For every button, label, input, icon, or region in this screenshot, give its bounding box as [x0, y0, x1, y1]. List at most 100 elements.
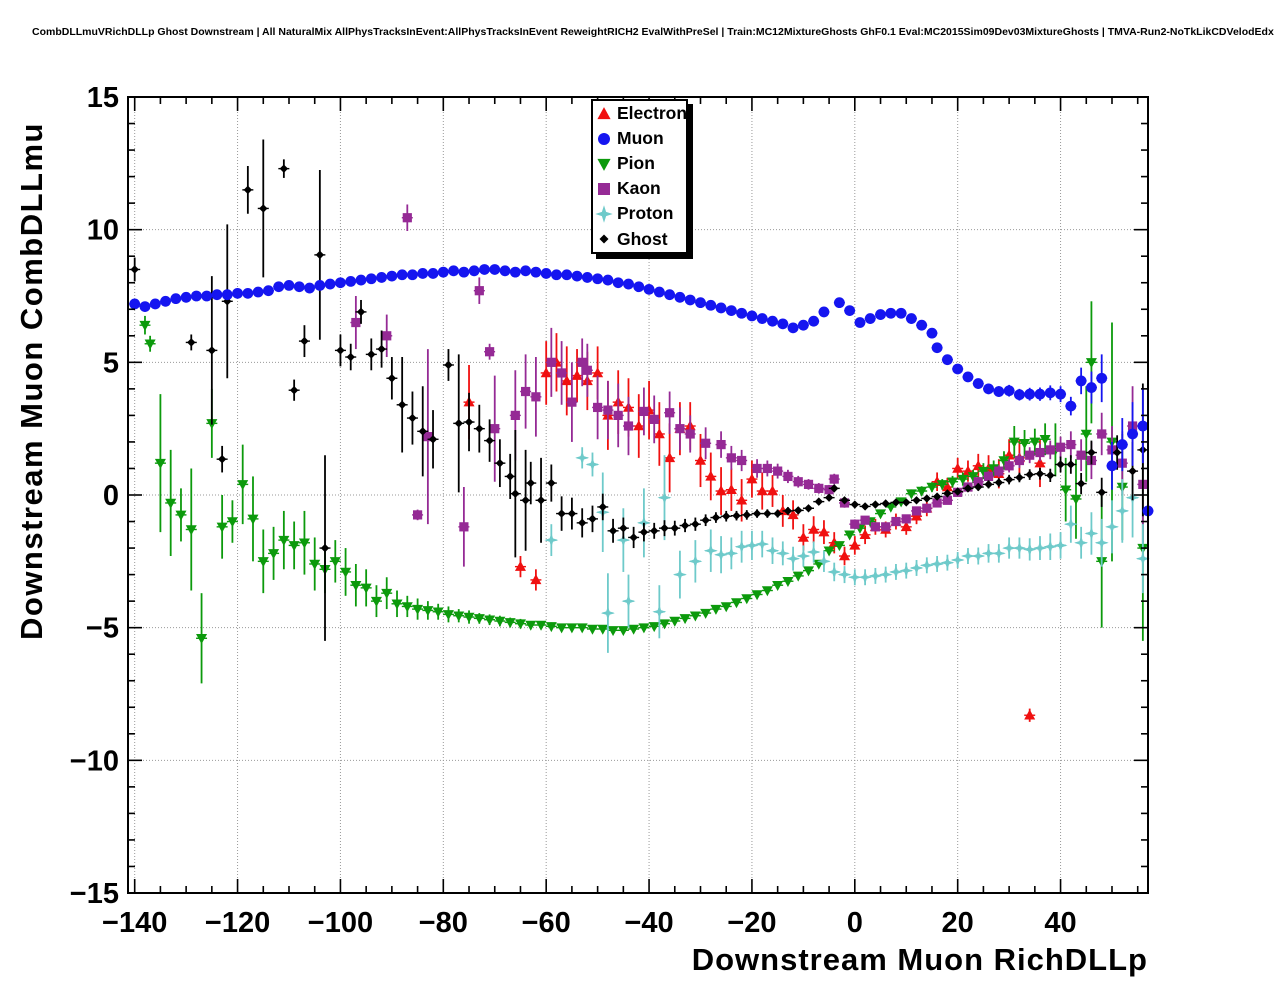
- data-point: [1075, 375, 1087, 387]
- data-point: [773, 466, 783, 476]
- data-point: [479, 264, 490, 275]
- data-point: [1070, 494, 1082, 505]
- data-point: [850, 500, 860, 509]
- data-point: [983, 383, 994, 395]
- data-point: [672, 567, 687, 582]
- data-point: [315, 250, 325, 260]
- data-point: [1076, 450, 1086, 460]
- data-point: [1002, 541, 1017, 556]
- data-point: [544, 533, 559, 548]
- data-point: [597, 624, 609, 635]
- data-point: [650, 526, 659, 536]
- data-point: [878, 567, 893, 582]
- data-point: [520, 265, 532, 277]
- data-point: [950, 553, 965, 567]
- data-point: [485, 347, 495, 357]
- legend: Electron Muon Pion Kaon Proton Ghost: [591, 99, 688, 254]
- data-point: [1029, 437, 1041, 448]
- data-point: [705, 470, 717, 481]
- data-point: [619, 523, 628, 533]
- data-point: [407, 269, 418, 281]
- data-point: [536, 496, 546, 505]
- data-point: [926, 327, 938, 339]
- data-point: [216, 522, 228, 533]
- data-point: [484, 615, 496, 626]
- y-tick-label: 5: [103, 347, 119, 379]
- data-point: [289, 385, 299, 395]
- legend-item-kaon: Kaon: [593, 177, 686, 202]
- data-point: [922, 494, 932, 503]
- data-point: [298, 538, 310, 549]
- data-point: [582, 365, 592, 375]
- data-point: [588, 514, 597, 524]
- data-point: [1012, 541, 1027, 556]
- data-point: [763, 509, 772, 518]
- data-point: [957, 474, 969, 485]
- data-point: [247, 514, 259, 525]
- data-point: [685, 429, 695, 439]
- data-point: [796, 549, 811, 563]
- data-point: [279, 164, 289, 173]
- data-point: [751, 590, 763, 601]
- data-point: [1087, 448, 1096, 457]
- data-point: [329, 557, 341, 568]
- data-point: [806, 545, 821, 560]
- data-point: [629, 533, 638, 542]
- legend-item-pion: Pion: [593, 151, 686, 176]
- data-point: [787, 322, 799, 334]
- data-point: [674, 291, 686, 303]
- data-point: [932, 498, 942, 508]
- data-point: [736, 307, 748, 319]
- axes: [127, 96, 1149, 894]
- data-point: [804, 504, 813, 513]
- data-point: [432, 607, 444, 618]
- data-point: [952, 462, 964, 473]
- data-point: [288, 541, 300, 552]
- data-point: [382, 331, 392, 341]
- data-point: [844, 530, 856, 541]
- data-point: [864, 313, 876, 324]
- data-point: [1097, 429, 1107, 439]
- data-point: [701, 516, 710, 525]
- data-point: [983, 471, 994, 482]
- data-point: [489, 264, 501, 275]
- data-point: [922, 503, 932, 513]
- data-point: [665, 408, 675, 418]
- data-point: [808, 523, 820, 534]
- data-point: [561, 375, 573, 386]
- data-point: [1060, 485, 1072, 496]
- data-point: [243, 185, 253, 195]
- data-point: [293, 281, 305, 293]
- data-point: [586, 624, 598, 635]
- data-point: [1022, 542, 1037, 557]
- data-point: [1112, 448, 1122, 457]
- data-point: [741, 594, 753, 605]
- data-point: [881, 499, 890, 508]
- legend-label: Proton: [617, 203, 674, 224]
- data-point: [972, 378, 984, 389]
- data-point: [149, 298, 161, 310]
- data-point: [1045, 445, 1055, 455]
- data-point: [595, 205, 613, 223]
- data-point: [504, 618, 516, 629]
- data-point: [994, 466, 1004, 476]
- data-point: [350, 580, 362, 591]
- data-point: [963, 484, 973, 493]
- data-point: [309, 559, 321, 570]
- data-point: [612, 277, 624, 289]
- data-point: [701, 438, 711, 448]
- data-point: [854, 317, 866, 328]
- data-point: [499, 265, 511, 277]
- data-point: [952, 363, 964, 375]
- data-point: [746, 310, 758, 322]
- data-point: [859, 529, 871, 540]
- data-point: [510, 410, 520, 420]
- y-tick-label: −15: [70, 878, 119, 910]
- data-point: [598, 502, 607, 512]
- data-point: [909, 561, 924, 575]
- data-point: [473, 614, 485, 625]
- data-point: [628, 624, 640, 635]
- data-point: [474, 286, 484, 296]
- data-point: [1014, 455, 1025, 466]
- data-point: [961, 549, 975, 563]
